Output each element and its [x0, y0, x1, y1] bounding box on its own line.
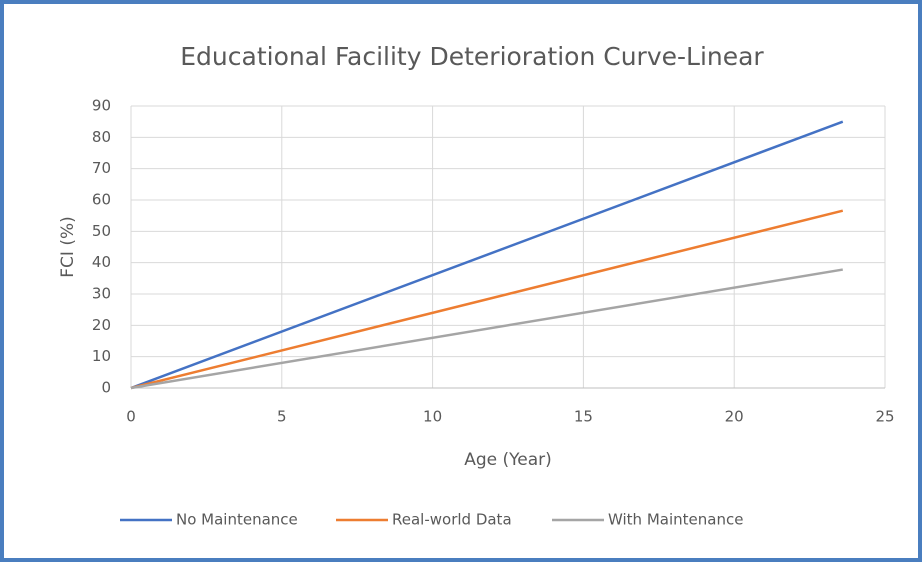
x-tick-label: 25	[875, 408, 894, 426]
y-tick-label: 70	[92, 159, 111, 177]
x-axis-title: Age (Year)	[464, 450, 552, 470]
y-tick-label: 90	[92, 97, 111, 115]
legend-label: With Maintenance	[608, 511, 743, 529]
y-tick-label: 30	[92, 285, 111, 303]
series-line	[130, 209, 844, 390]
x-tick-label: 20	[725, 408, 744, 426]
y-tick-label: 50	[92, 222, 111, 240]
y-tick-label: 0	[101, 379, 111, 397]
x-tick-label: 5	[277, 408, 287, 426]
y-axis-title: FCI (%)	[58, 216, 78, 277]
y-tick-label: 20	[92, 316, 111, 334]
x-tick-label: 15	[574, 408, 593, 426]
chart-title: Educational Facility Deterioration Curve…	[180, 42, 764, 71]
y-tick-label: 60	[92, 191, 111, 209]
series-line	[130, 120, 844, 390]
y-tick-label: 80	[92, 128, 111, 146]
legend-label: Real-world Data	[392, 511, 512, 529]
y-tick-label: 10	[92, 347, 111, 365]
legend-label: No Maintenance	[176, 511, 298, 529]
series-line	[130, 268, 843, 390]
x-tick-label: 10	[423, 408, 442, 426]
y-tick-label: 40	[92, 253, 111, 271]
x-tick-label: 0	[126, 408, 136, 426]
